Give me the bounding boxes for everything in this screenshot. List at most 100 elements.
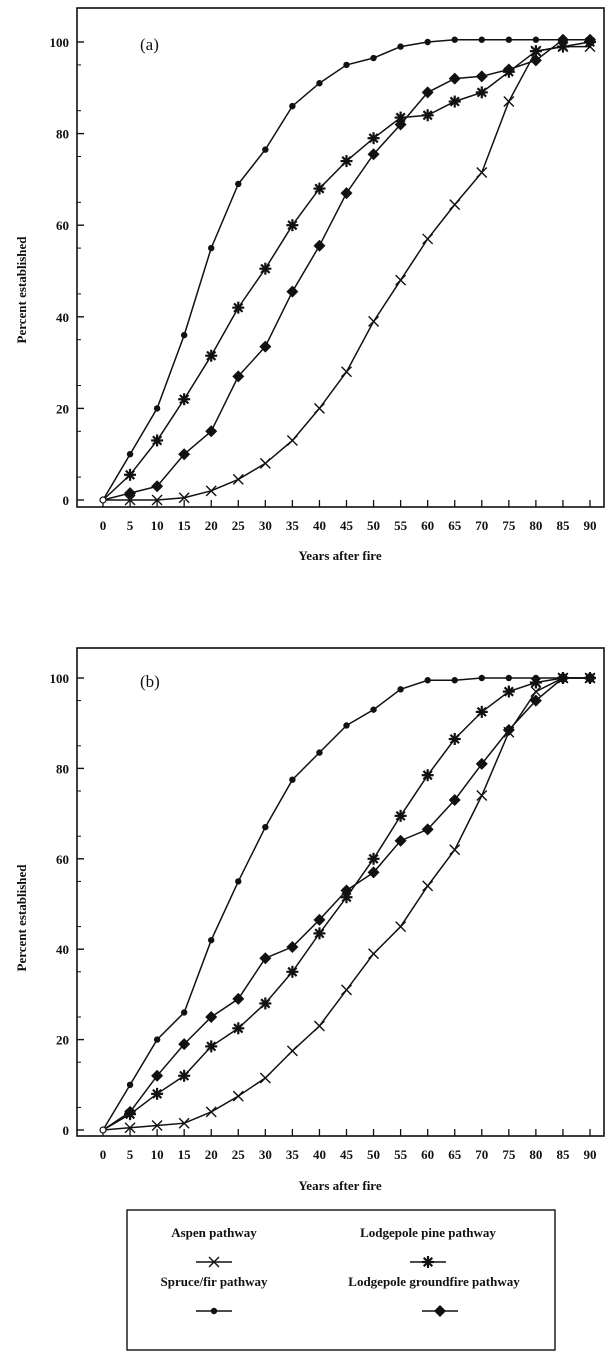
point-a-star-60	[421, 109, 434, 122]
point-a-x-20	[205, 485, 217, 497]
x-tick-label-b-20: 20	[205, 1147, 218, 1162]
x-tick-label-a-70: 70	[475, 518, 488, 533]
point-b-star-65	[448, 733, 461, 746]
y-axis-label-b: Percent established	[14, 864, 29, 972]
y-tick-label-b-100: 100	[50, 671, 70, 686]
x-tick-label-b-35: 35	[286, 1147, 300, 1162]
point-b-x-30	[259, 1072, 271, 1084]
point-a-diamond-60	[421, 86, 434, 99]
point-b-diamond-45	[340, 884, 353, 897]
point-b-diamond-90	[584, 672, 596, 684]
x-axis-label-a: Years after fire	[298, 548, 381, 563]
y-tick-label-a-100: 100	[50, 35, 70, 50]
point-a-dot-60	[424, 38, 431, 46]
legend-marker-star	[422, 1256, 434, 1268]
x-tick-label-b-60: 60	[421, 1147, 434, 1162]
point-a-x-50	[368, 315, 380, 327]
plot-frame-a	[76, 7, 605, 508]
point-a-x-25	[232, 473, 244, 485]
point-b-dot-25	[235, 878, 242, 885]
point-b-dot-75	[505, 674, 513, 682]
y-tick-label-b-60: 60	[56, 852, 69, 867]
point-a-diamond-90	[584, 33, 596, 46]
x-tick-label-a-20: 20	[205, 518, 218, 533]
point-a-diamond-80	[529, 54, 542, 67]
point-b-dot-35	[289, 776, 296, 783]
y-tick-label-b-80: 80	[56, 761, 69, 776]
point-b-diamond-55	[394, 834, 407, 847]
point-a-dot-30	[262, 146, 269, 153]
point-a-dot-40	[316, 80, 323, 87]
point-a-x-60	[422, 233, 434, 245]
point-b-diamond-25	[232, 992, 245, 1005]
x-tick-label-b-10: 10	[151, 1147, 164, 1162]
x-tick-label-a-85: 85	[556, 518, 570, 533]
point-b-diamond-10	[151, 1069, 164, 1082]
point-b-x-10	[151, 1119, 163, 1131]
point-a-x-40	[313, 402, 325, 414]
point-a-dot-55	[397, 43, 404, 50]
point-b-dot-45	[343, 722, 350, 729]
point-a-diamond-20	[205, 425, 218, 438]
y-tick-label-a-0: 0	[63, 493, 70, 508]
panel-label-b: (b)	[140, 672, 160, 691]
point-b-star-50	[367, 852, 380, 865]
panel-label-a: (a)	[140, 35, 159, 54]
point-a-dot-35	[289, 102, 296, 110]
legend-label-lodgepole-pine: Lodgepole pine pathway	[360, 1225, 496, 1240]
plot-frame-b	[76, 647, 605, 1137]
x-tick-label-b-90: 90	[584, 1147, 597, 1162]
point-a-dot-5	[126, 451, 134, 458]
y-tick-label-b-20: 20	[56, 1033, 69, 1048]
x-tick-label-b-0: 0	[100, 1147, 107, 1162]
series-line-a-dot	[102, 38, 590, 501]
axis-ticks-a: 0 20 40 60 80 100 0 5 10 15 20 25 30 35 40 45 50 55 60 65 70…	[50, 35, 597, 533]
x-tick-label-b-50: 50	[367, 1147, 380, 1162]
point-a-dot-70	[478, 36, 485, 43]
point-b-x-60	[422, 880, 434, 892]
point-a-x-75	[503, 96, 515, 108]
point-b-star-75	[502, 685, 515, 698]
x-tick-label-b-85: 85	[556, 1147, 570, 1162]
y-axis-label-a: Percent established	[14, 236, 29, 344]
point-b-x-70	[476, 790, 488, 802]
point-b-x-40	[313, 1020, 325, 1032]
point-b-star-35	[286, 965, 299, 978]
point-b-star-60	[421, 769, 434, 782]
y-tick-label-a-80: 80	[56, 127, 69, 142]
point-a-diamond-70	[475, 70, 488, 83]
legend-box	[126, 1209, 556, 1351]
legend-marker-x	[208, 1256, 220, 1268]
point-a-diamond-5	[124, 487, 137, 500]
x-tick-label-a-75: 75	[502, 518, 516, 533]
series-line-b-diamond	[102, 677, 590, 1131]
point-b-star-70	[475, 705, 488, 718]
point-b-diamond-75	[502, 723, 515, 736]
point-a-star-20	[205, 349, 218, 362]
point-b-dot-20	[208, 936, 215, 944]
point-a-x-65	[449, 199, 461, 211]
point-b-diamond-35	[286, 940, 299, 953]
point-a-x-45	[341, 366, 352, 378]
point-b-dot-50	[370, 706, 377, 713]
origin-point-a	[99, 496, 107, 504]
x-tick-label-b-55: 55	[394, 1147, 408, 1162]
point-a-star-5	[124, 468, 137, 481]
x-tick-label-a-0: 0	[100, 518, 107, 533]
point-b-star-15	[178, 1069, 191, 1082]
point-b-x-45	[341, 984, 352, 996]
point-b-x-35	[286, 1045, 298, 1057]
x-tick-label-a-15: 15	[178, 518, 192, 533]
x-tick-label-b-30: 30	[259, 1147, 272, 1162]
y-tick-label-b-0: 0	[63, 1123, 70, 1138]
x-tick-label-b-65: 65	[448, 1147, 462, 1162]
series-line-b-star	[102, 677, 590, 1131]
point-a-x-35	[286, 434, 298, 446]
legend: Aspen pathway Lodgepole pine pathway Spr…	[126, 1209, 556, 1351]
x-tick-label-b-15: 15	[178, 1147, 192, 1162]
point-b-star-20	[205, 1040, 218, 1053]
point-b-x-15	[178, 1117, 190, 1129]
point-a-x-55	[395, 274, 407, 286]
point-a-star-45	[340, 155, 353, 168]
point-b-star-10	[151, 1087, 164, 1100]
